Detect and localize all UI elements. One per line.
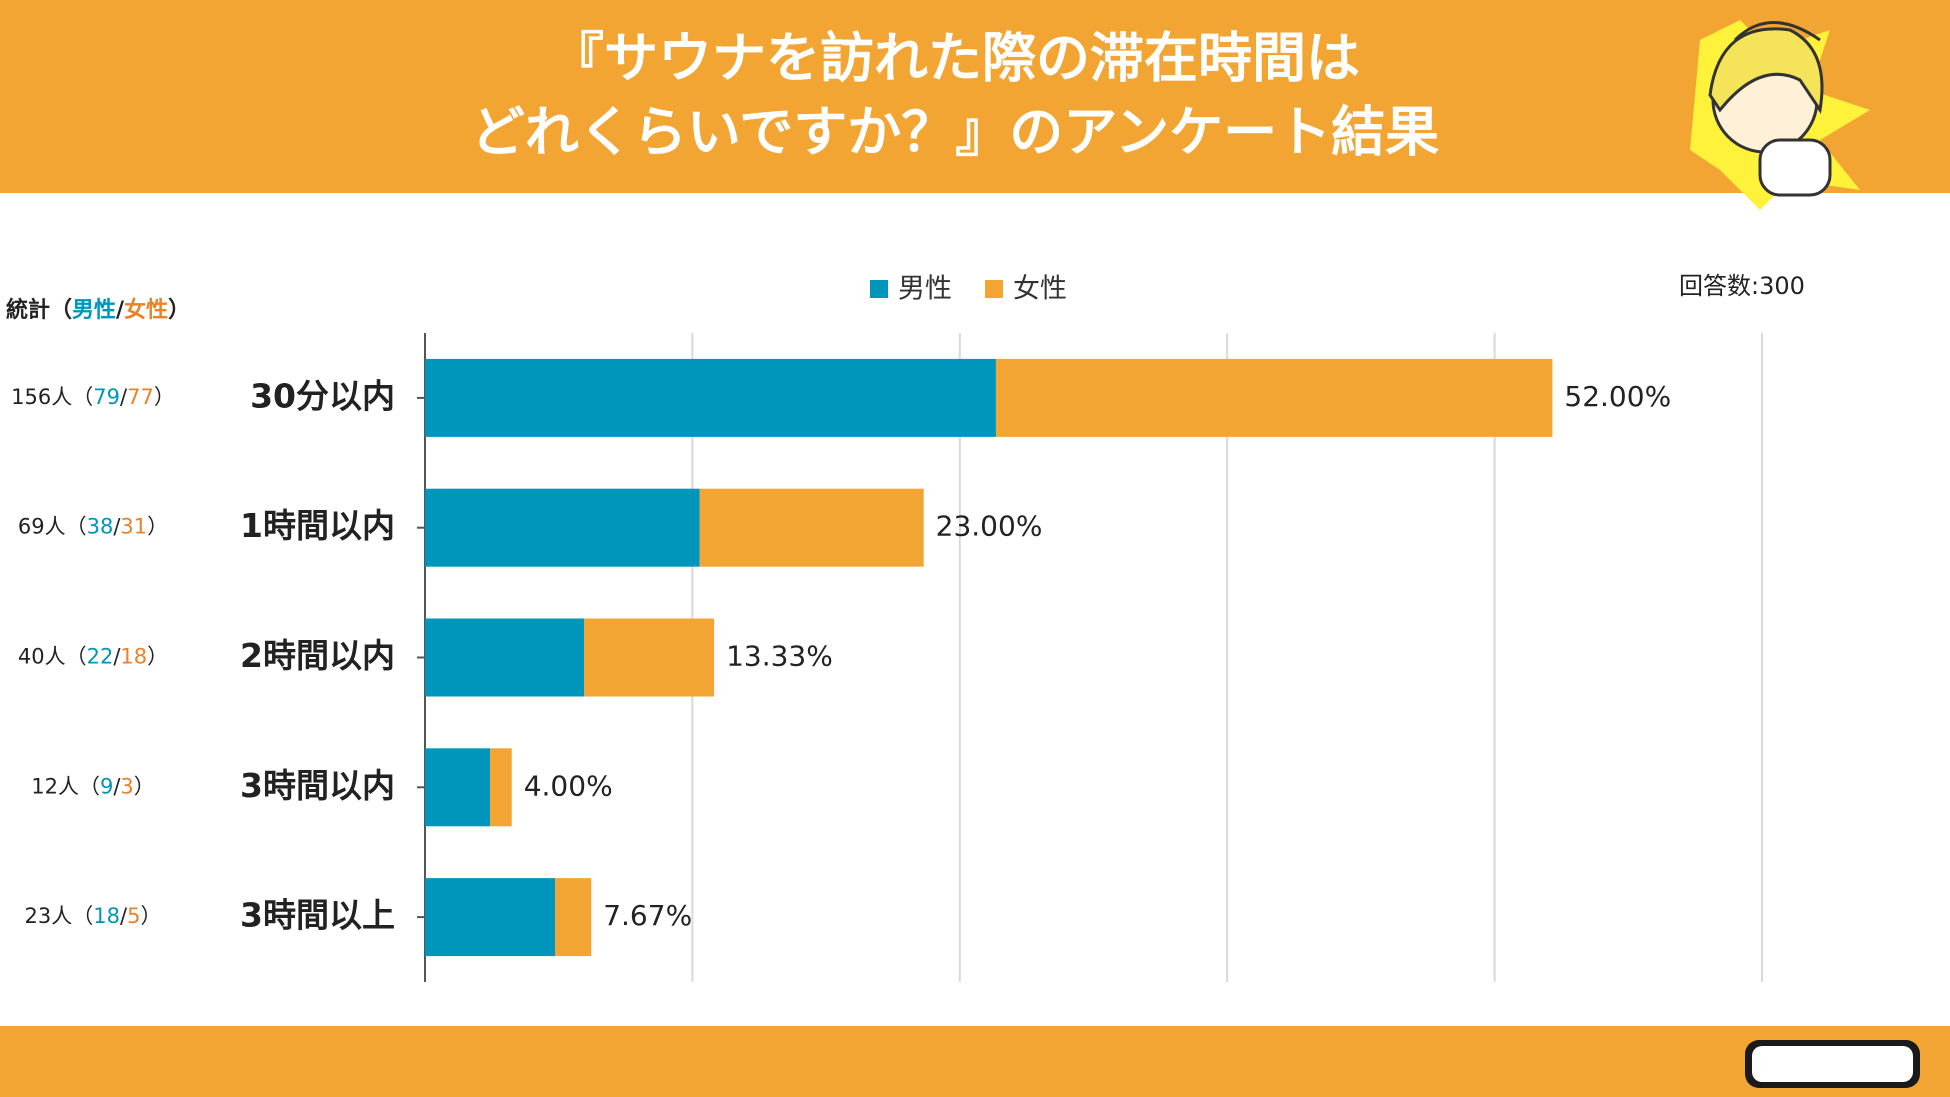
percent-label: 13.33% bbox=[726, 640, 833, 673]
stats-female: 5 bbox=[127, 904, 140, 928]
paren: （ bbox=[72, 904, 93, 928]
stats-male: 9 bbox=[100, 774, 113, 798]
stats-female: 3 bbox=[120, 774, 133, 798]
paren: （ bbox=[79, 774, 100, 798]
stats-total: 69人 bbox=[18, 515, 66, 539]
bar-segment bbox=[583, 618, 715, 697]
respondent-note: 回答数:300 bbox=[1679, 272, 1805, 300]
bar-segment bbox=[699, 488, 924, 567]
legend-label: 男性 bbox=[898, 274, 952, 305]
header-band bbox=[0, 0, 1950, 193]
stats-male: 18 bbox=[93, 904, 120, 928]
stats-male: 79 bbox=[93, 385, 120, 409]
stats-header-female: 女性 bbox=[124, 297, 168, 323]
percent-label: 23.00% bbox=[936, 510, 1043, 543]
paren: （ bbox=[50, 298, 72, 323]
footer-band bbox=[0, 1026, 1950, 1097]
paren: ） bbox=[140, 904, 161, 928]
stats-female: 77 bbox=[127, 385, 154, 409]
percent-label: 7.67% bbox=[603, 899, 692, 932]
chart-title: どれくらいですか？』のアンケート結果 bbox=[471, 101, 1439, 164]
stats-total: 156人 bbox=[11, 385, 72, 409]
bar-segment bbox=[490, 748, 512, 827]
stats-female: 31 bbox=[120, 515, 147, 539]
legend: 男性 女性 bbox=[870, 274, 1067, 305]
paren: （ bbox=[66, 515, 87, 539]
separator: / bbox=[120, 385, 128, 409]
paren: （ bbox=[72, 385, 93, 409]
bar-segment bbox=[425, 618, 584, 697]
stats-header-label: 統計 bbox=[6, 297, 50, 323]
stats-total: 12人 bbox=[31, 774, 79, 798]
stats-label: 69人（38/31） bbox=[18, 515, 168, 539]
stats-label: 40人（22/18） bbox=[18, 645, 168, 669]
stats-label: 12人（9/3） bbox=[31, 774, 155, 798]
legend-swatch bbox=[870, 280, 888, 298]
chart-title: 『サウナを訪れた際の滞在時間は bbox=[550, 27, 1360, 90]
bar-segment bbox=[425, 488, 700, 567]
category-label: 1時間以内 bbox=[240, 506, 395, 545]
percent-label: 52.00% bbox=[1564, 380, 1671, 413]
paren: ） bbox=[134, 774, 155, 798]
paren: ） bbox=[147, 515, 168, 539]
bar-segment bbox=[555, 878, 592, 957]
stats-male: 22 bbox=[87, 645, 114, 669]
stats-label: 156人（79/77） bbox=[11, 385, 175, 409]
paren: ） bbox=[147, 645, 168, 669]
paren: ） bbox=[154, 385, 175, 409]
separator: / bbox=[116, 298, 125, 323]
percent-label: 4.00% bbox=[524, 769, 613, 802]
bar-segment bbox=[425, 748, 491, 827]
stats-total: 40人 bbox=[18, 645, 66, 669]
category-label: 3時間以内 bbox=[240, 766, 395, 805]
mascot bbox=[1690, 20, 1870, 210]
category-label: 2時間以内 bbox=[240, 636, 395, 675]
stats-header: 統計（男性/女性） bbox=[6, 297, 190, 323]
category-label: 30分以内 bbox=[250, 376, 395, 415]
stats-male: 38 bbox=[87, 515, 114, 539]
paren: ） bbox=[168, 298, 190, 323]
separator: / bbox=[113, 515, 121, 539]
logo bbox=[1745, 1040, 1920, 1088]
separator: / bbox=[120, 904, 128, 928]
stats-label: 23人（18/5） bbox=[25, 904, 162, 928]
category-label: 3時間以上 bbox=[240, 896, 395, 935]
stats-total: 23人 bbox=[25, 904, 73, 928]
bar-segment bbox=[995, 358, 1553, 437]
stats-female: 18 bbox=[120, 645, 147, 669]
legend-swatch bbox=[985, 280, 1003, 298]
legend-label: 女性 bbox=[1013, 274, 1067, 305]
paren: （ bbox=[66, 645, 87, 669]
bar-segment bbox=[425, 358, 996, 437]
separator: / bbox=[113, 645, 121, 669]
separator: / bbox=[113, 774, 121, 798]
stats-header-male: 男性 bbox=[72, 298, 116, 323]
bar-segment bbox=[425, 878, 556, 957]
